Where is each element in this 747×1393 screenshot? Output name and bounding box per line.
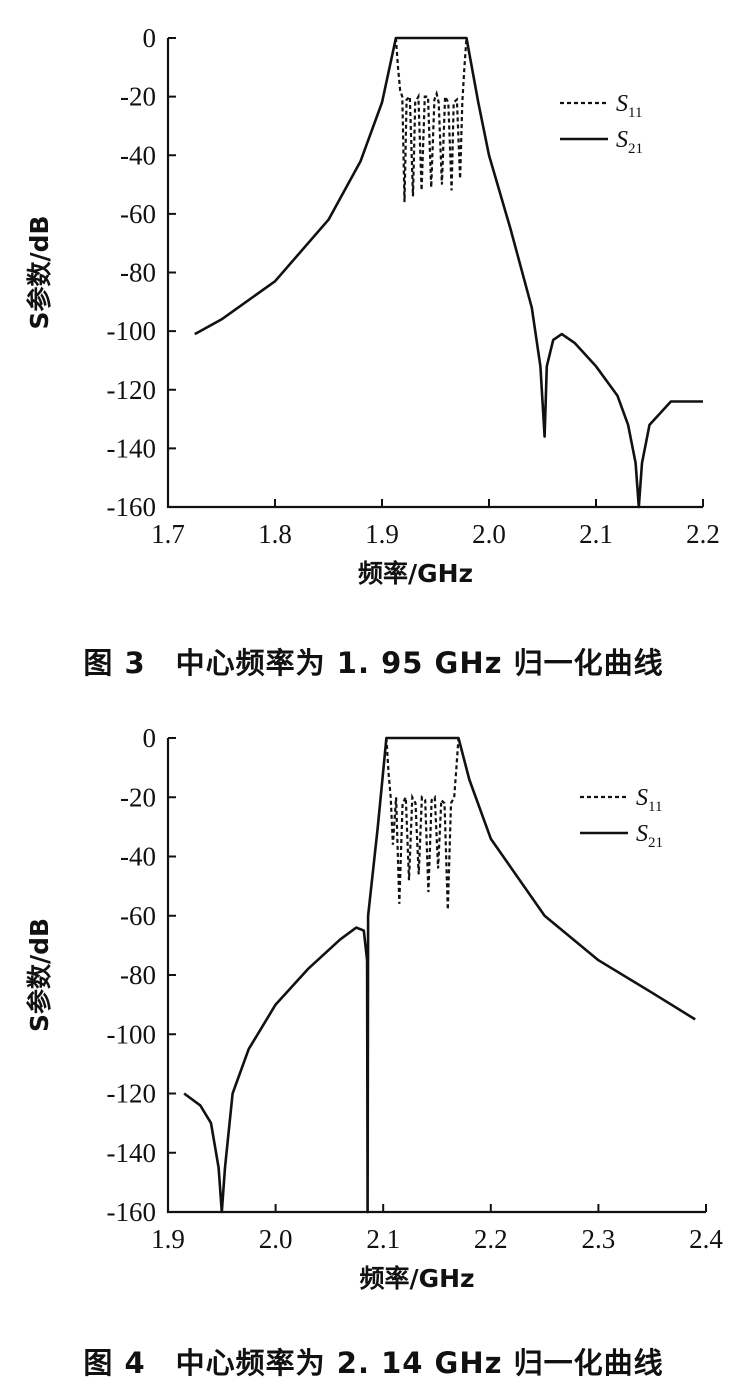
x-tick-label: 1.8 [258, 519, 292, 549]
legend-subscript: 21 [628, 141, 643, 157]
y-tick-label: -60 [120, 901, 156, 931]
x-tick-label: 1.9 [365, 519, 399, 549]
legend-symbol: S [636, 785, 648, 811]
legend-label-s11: S11 [616, 91, 642, 121]
series-line-s21 [194, 36, 703, 509]
x-tick-label: 2.2 [686, 519, 720, 549]
y-tick-label: -160 [107, 492, 157, 522]
figure-3: 0 -20 -40 -60 -80 -100 -120 -140 -160 1.7 1.8 1.9 2.… [25, 23, 720, 680]
y-tick-label: -40 [120, 842, 156, 872]
x-tick-label: 2.4 [689, 1224, 723, 1254]
series-line-s11 [385, 737, 460, 910]
y-tick-label: -120 [107, 1079, 157, 1109]
y-tick-label: -160 [107, 1197, 157, 1227]
x-axis-title: 频率/GHz [359, 1264, 474, 1293]
figure-4: 0 -20 -40 -60 -80 -100 -120 -140 -160 1.9 2.0 2.1 2.… [0, 700, 747, 1393]
legend-label-s21: S21 [636, 821, 663, 851]
y-tick-label: -40 [120, 140, 156, 170]
y-tick-label: -20 [120, 82, 156, 112]
legend-subscript: 11 [648, 799, 662, 815]
x-tick-label: 2.2 [474, 1224, 508, 1254]
y-tick-label: 0 [143, 23, 157, 53]
y-tick-label: -100 [107, 316, 157, 346]
figure-4-caption: 图 4 中心频率为 2. 14 GHz 归一化曲线 [83, 1346, 664, 1380]
series-line-s21 [183, 736, 696, 1214]
y-tick-label: 0 [143, 723, 157, 753]
y-tick-label: -80 [120, 258, 156, 288]
x-tick-label: 2.0 [259, 1224, 293, 1254]
y-axis-title: S参数/dB [25, 918, 54, 1032]
legend-symbol: S [636, 821, 648, 847]
x-tick-label: 1.7 [151, 519, 185, 549]
y-axis-title: S参数/dB [25, 215, 54, 329]
x-tick-label: 2.1 [366, 1224, 400, 1254]
legend-subscript: 11 [628, 105, 642, 121]
y-tick-label: -100 [107, 1019, 157, 1049]
y-tick-label: -120 [107, 375, 157, 405]
y-tick-label: -80 [120, 960, 156, 990]
x-tick-label: 1.9 [151, 1224, 185, 1254]
series-line-s11 [394, 37, 468, 203]
x-tick-label: 2.0 [472, 519, 506, 549]
y-tick-label: -140 [107, 433, 157, 463]
legend-symbol: S [616, 127, 628, 153]
x-tick-label: 2.1 [579, 519, 613, 549]
figure-3-caption: 图 3 中心频率为 1. 95 GHz 归一化曲线 [83, 646, 664, 680]
y-tick-label: -60 [120, 199, 156, 229]
legend-symbol: S [616, 91, 628, 117]
x-tick-label: 2.3 [582, 1224, 616, 1254]
legend-subscript: 21 [648, 835, 663, 851]
legend-label-s11: S11 [636, 785, 662, 815]
legend-label-s21: S21 [616, 127, 643, 157]
x-axis-title: 频率/GHz [358, 559, 473, 588]
y-tick-label: -140 [107, 1138, 157, 1168]
y-tick-label: -20 [120, 782, 156, 812]
